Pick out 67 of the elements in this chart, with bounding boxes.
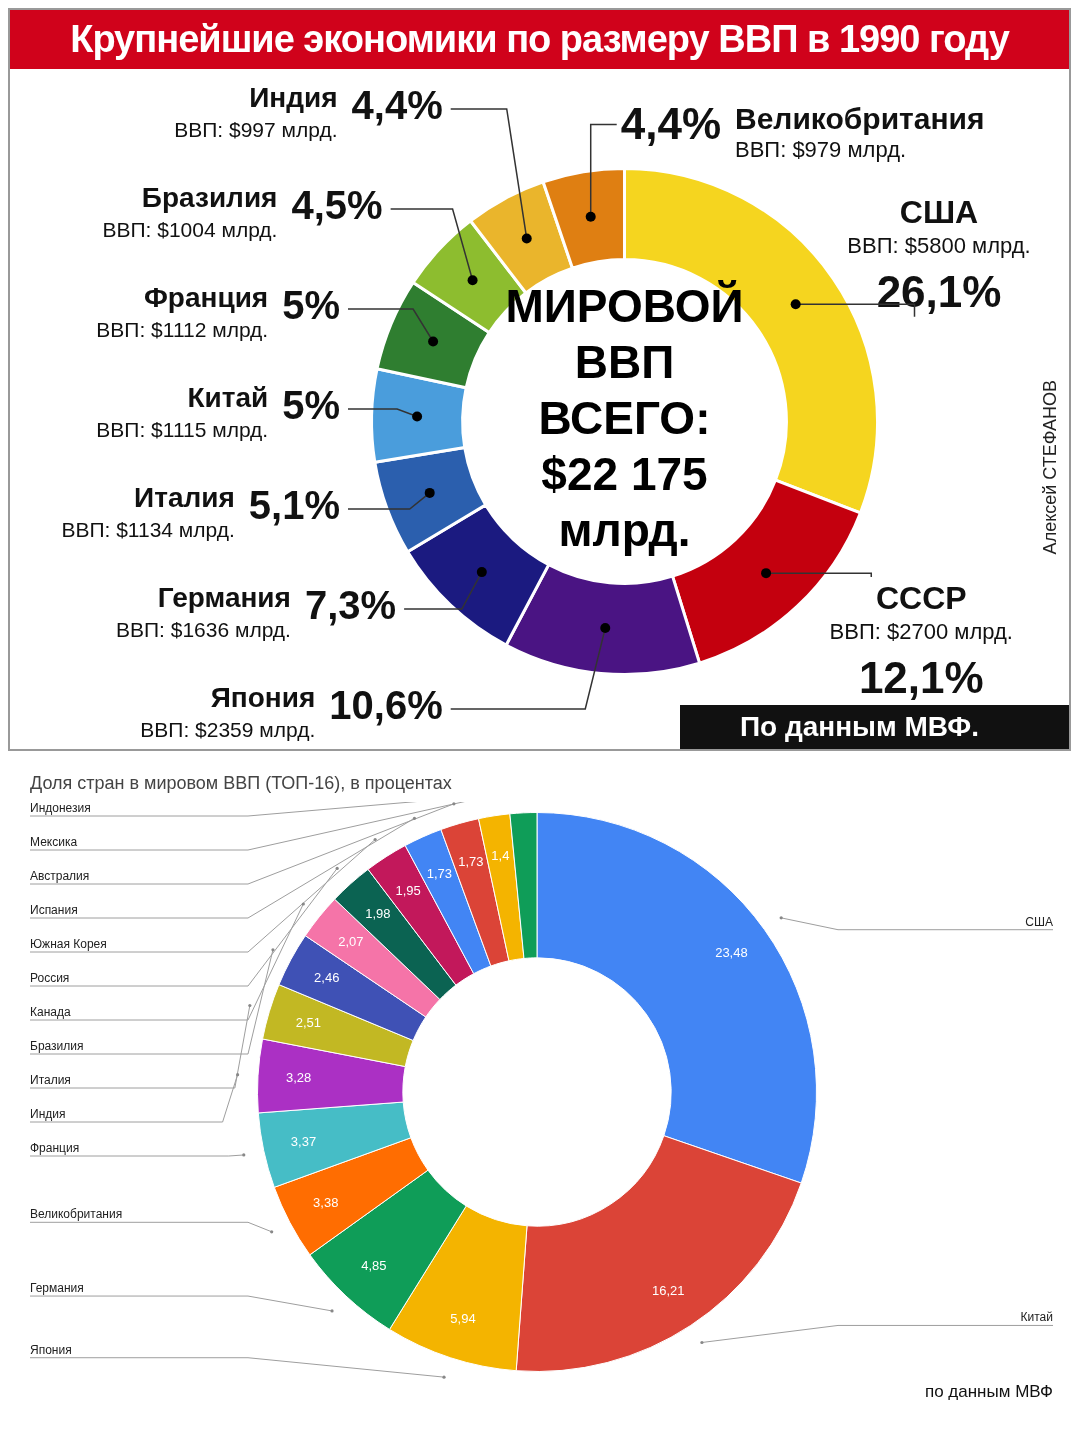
data-label: 4,5% xyxy=(291,183,383,227)
data-label: 1,4 xyxy=(491,847,510,863)
text: По данным МВФ. xyxy=(679,705,1069,749)
slice-label: Италия xyxy=(30,1073,71,1087)
text: ВВП: $1115 млрд. xyxy=(96,418,269,441)
text: ВВП: $1004 млрд. xyxy=(102,218,278,241)
text: ВВП: $1134 млрд. xyxy=(61,518,235,541)
slice-label: Япония xyxy=(210,682,316,713)
slice-label: Индия xyxy=(249,82,338,113)
slice-label: Россия xyxy=(30,971,70,985)
slice-label: Индия xyxy=(30,1107,66,1121)
text: ВВП: $5800 млрд. xyxy=(847,232,1031,258)
data-label: 3,28 xyxy=(285,1069,312,1085)
slice-label: США xyxy=(899,193,979,230)
chart-title: Крупнейшие экономики по размеру ВВП в 1990 году xyxy=(10,10,1069,69)
slice-label: Франция xyxy=(143,282,269,313)
slice-label: Китай xyxy=(1020,1310,1053,1325)
slice-label: Италия xyxy=(134,482,235,513)
text: ВВП: $979 млрд. xyxy=(735,136,907,162)
text: ВВП: $1112 млрд. xyxy=(96,318,269,341)
data-label: 2,46 xyxy=(314,970,340,986)
data-label: 4,4% xyxy=(620,98,722,148)
data-label: 5,94 xyxy=(450,1310,476,1326)
chart-title: Доля стран в мировом ВВП (ТОП-16), в процентах xyxy=(29,773,453,794)
data-label: 7,3% xyxy=(304,583,397,627)
slice-label: Япония xyxy=(30,1342,72,1357)
slice-label: Испания xyxy=(30,903,78,917)
slice-label: Южная Корея xyxy=(30,937,107,951)
data-label: 3,37 xyxy=(290,1133,317,1149)
data-label: 4,4% xyxy=(351,83,443,127)
data-label: 12,1% xyxy=(858,653,984,702)
slice-label: США xyxy=(1025,914,1053,929)
slice-label: Великобритания xyxy=(30,1207,123,1222)
data-label: 4,85 xyxy=(361,1257,387,1273)
text: по данным МВФ xyxy=(923,1382,1054,1402)
slice-label: Мексика xyxy=(30,835,78,849)
data-label: 23,48 xyxy=(715,944,748,960)
data-label: 3,38 xyxy=(313,1194,339,1210)
text: ВВП: $1636 млрд. xyxy=(115,618,291,641)
slice-label: Канада xyxy=(30,1005,71,1019)
text: Алексей СТЕФАНОВ xyxy=(1040,380,1061,555)
text: МИРОВОЙ ВВП ВСЕГО: $22 175 млрд. xyxy=(505,280,744,557)
slice-label: Китай xyxy=(187,382,269,413)
slice-label: Великобритания xyxy=(735,101,985,135)
text: ВВП: $2359 млрд. xyxy=(140,718,316,741)
slice-label: Бразилия xyxy=(141,182,278,213)
data-label: 5,1% xyxy=(248,483,340,527)
data-label: 5% xyxy=(282,283,340,327)
data-label: 26,1% xyxy=(876,266,1002,316)
slice-label: СССР xyxy=(875,580,967,616)
data-label: 2,07 xyxy=(338,933,364,949)
data-label: 1,73 xyxy=(458,854,484,870)
slice-label: Бразилия xyxy=(30,1039,84,1053)
data-label: 16,21 xyxy=(652,1283,685,1299)
data-label: 5% xyxy=(282,383,340,427)
slice-label: Индонезия xyxy=(30,801,91,815)
data-label: 2,51 xyxy=(295,1014,321,1030)
data-label: 1,98 xyxy=(365,905,391,921)
slice-label: Германия xyxy=(30,1281,84,1296)
text: ВВП: $997 млрд. xyxy=(174,118,338,141)
slice-label: Австралия xyxy=(30,869,90,883)
data-label: 1,73 xyxy=(426,865,453,881)
text: ВВП: $2700 млрд. xyxy=(829,619,1013,644)
slice-label: Франция xyxy=(30,1141,80,1155)
slice-label: Германия xyxy=(157,582,291,613)
data-label: 1,95 xyxy=(395,882,421,898)
data-label: 10,6% xyxy=(329,683,443,727)
